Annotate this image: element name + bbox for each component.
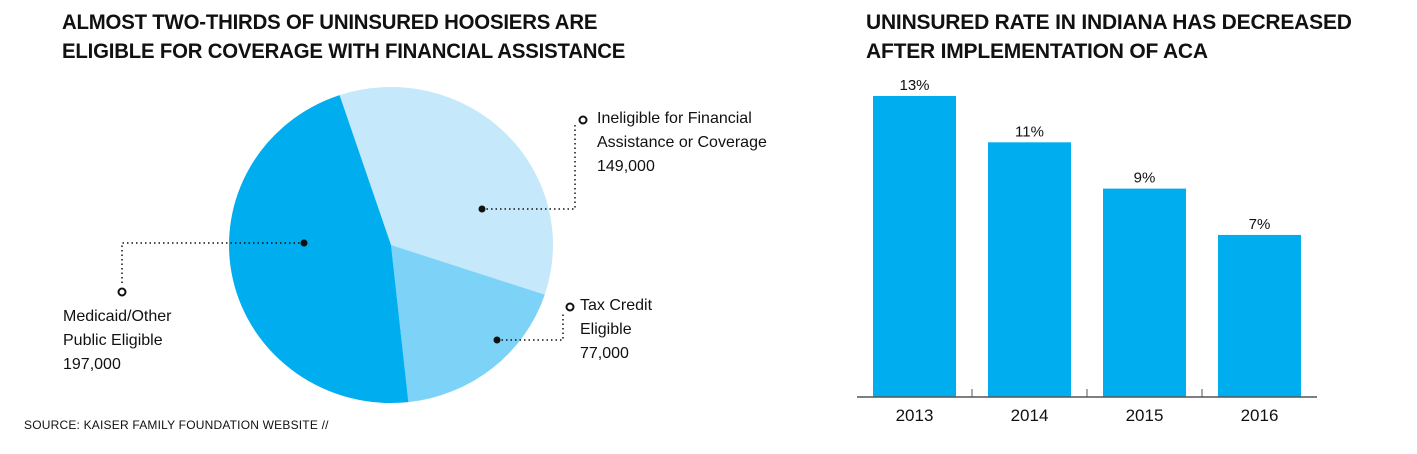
pie-title-line-1: ALMOST TWO-THIRDS OF UNINSURED HOOSIERS … <box>62 11 598 34</box>
label-medicaid-line-2: Public Eligible <box>63 332 163 349</box>
label-tax-credit-value: 77,000 <box>580 345 629 362</box>
x-tick-label-2014: 2014 <box>1011 406 1049 425</box>
label-medicaid: Medicaid/Other Public Eligible 197,000 <box>63 305 172 377</box>
x-tick-label-2013: 2013 <box>896 406 934 425</box>
bar-2014 <box>988 142 1071 397</box>
leader-dot-tax-credit <box>493 336 501 344</box>
label-tax-credit-line-1: Tax Credit <box>580 297 653 314</box>
bar-2013 <box>873 96 956 397</box>
bar-2016 <box>1218 234 1301 397</box>
leader-ring-medicaid <box>117 287 127 297</box>
pie-slice-ineligible <box>339 86 554 295</box>
bar-chart-title: UNINSURED RATE IN INDIANA HAS DECREASED … <box>866 8 1352 66</box>
pie-title-line-2: ELIGIBLE FOR COVERAGE WITH FINANCIAL ASS… <box>62 40 626 63</box>
label-ineligible-line-2: Assistance or Coverage <box>597 134 767 151</box>
leader-dot-medicaid <box>300 239 308 247</box>
pie-chart-title: ALMOST TWO-THIRDS OF UNINSURED HOOSIERS … <box>62 8 625 66</box>
pie-slice-medicaid <box>228 95 409 404</box>
source-note: SOURCE: KAISER FAMILY FOUNDATION WEBSITE… <box>24 418 329 432</box>
label-ineligible-line-1: Ineligible for Financial <box>597 110 752 127</box>
label-medicaid-value: 197,000 <box>63 356 121 373</box>
label-ineligible-value: 149,000 <box>597 158 655 175</box>
pie-slice-tax-credit <box>391 245 545 403</box>
leader-dot-ineligible <box>478 205 486 213</box>
label-ineligible: Ineligible for Financial Assistance or C… <box>597 107 767 179</box>
label-tax-credit-line-2: Eligible <box>580 321 632 338</box>
bar-2015 <box>1103 188 1186 397</box>
leader-ring-tax-credit <box>565 302 575 312</box>
data-label-2015: 9% <box>1134 170 1156 187</box>
x-tick-label-2016: 2016 <box>1241 406 1279 425</box>
leader-ring-ineligible <box>578 115 588 125</box>
bar-title-line-2: AFTER IMPLEMENTATION OF ACA <box>866 40 1208 63</box>
leader-line-ineligible <box>482 124 576 210</box>
label-tax-credit: Tax Credit Eligible 77,000 <box>580 294 652 366</box>
label-medicaid-line-1: Medicaid/Other <box>63 308 172 325</box>
bar-title-line-1: UNINSURED RATE IN INDIANA HAS DECREASED <box>866 11 1352 34</box>
x-tick-label-2015: 2015 <box>1126 406 1164 425</box>
data-label-2014: 11% <box>1015 123 1044 140</box>
data-label-2013: 13% <box>899 77 929 94</box>
data-label-2016: 7% <box>1249 216 1271 233</box>
